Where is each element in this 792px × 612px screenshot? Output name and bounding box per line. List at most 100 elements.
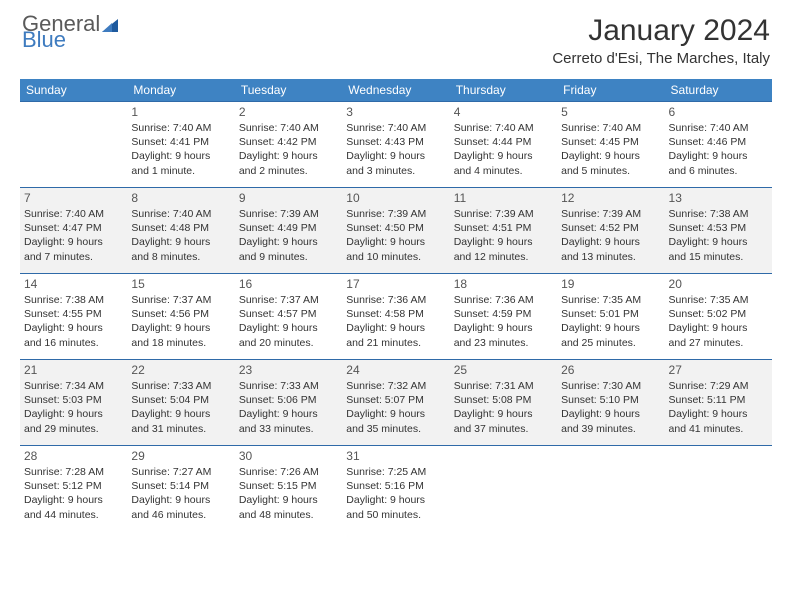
daylight-text-1: Daylight: 9 hours — [24, 321, 123, 335]
daylight-text-2: and 1 minute. — [131, 164, 230, 178]
daylight-text-2: and 44 minutes. — [24, 508, 123, 522]
daylight-text-2: and 33 minutes. — [239, 422, 338, 436]
calendar-day-cell: 30Sunrise: 7:26 AMSunset: 5:15 PMDayligh… — [235, 446, 342, 532]
sunset-text: Sunset: 4:43 PM — [346, 135, 445, 149]
day-number: 2 — [239, 105, 338, 119]
sunrise-text: Sunrise: 7:27 AM — [131, 465, 230, 479]
sunrise-text: Sunrise: 7:39 AM — [561, 207, 660, 221]
sunrise-text: Sunrise: 7:36 AM — [454, 293, 553, 307]
calendar-week-row: 21Sunrise: 7:34 AMSunset: 5:03 PMDayligh… — [20, 360, 772, 446]
daylight-text-1: Daylight: 9 hours — [454, 321, 553, 335]
daylight-text-1: Daylight: 9 hours — [454, 407, 553, 421]
calendar-day-cell: 3 Sunrise: 7:40 AMSunset: 4:43 PMDaylight… — [342, 102, 449, 188]
sunrise-text: Sunrise: 7:40 AM — [239, 121, 338, 135]
calendar-day-cell: 20Sunrise: 7:35 AMSunset: 5:02 PMDayligh… — [665, 274, 772, 360]
day-number: 24 — [346, 363, 445, 377]
daylight-text-2: and 18 minutes. — [131, 336, 230, 350]
calendar-day-cell: 17Sunrise: 7:36 AMSunset: 4:58 PMDayligh… — [342, 274, 449, 360]
sunset-text: Sunset: 4:47 PM — [24, 221, 123, 235]
daylight-text-1: Daylight: 9 hours — [669, 407, 768, 421]
daylight-text-1: Daylight: 9 hours — [131, 235, 230, 249]
day-number: 25 — [454, 363, 553, 377]
daylight-text-2: and 5 minutes. — [561, 164, 660, 178]
sunset-text: Sunset: 5:03 PM — [24, 393, 123, 407]
sunrise-text: Sunrise: 7:32 AM — [346, 379, 445, 393]
calendar-day-cell: 2Sunrise: 7:40 AMSunset: 4:42 PMDaylight… — [235, 102, 342, 188]
calendar-day-cell: 13Sunrise: 7:38 AMSunset: 4:53 PMDayligh… — [665, 188, 772, 274]
calendar-week-row: 1Sunrise: 7:40 AMSunset: 4:41 PMDaylight… — [20, 102, 772, 188]
calendar-day-cell: 18Sunrise: 7:36 AMSunset: 4:59 PMDayligh… — [450, 274, 557, 360]
daylight-text-1: Daylight: 9 hours — [239, 493, 338, 507]
day-number: 17 — [346, 277, 445, 291]
calendar-day-cell: 24 Sunrise: 7:32 AMSunset: 5:07 PMDayligh… — [342, 360, 449, 446]
sunset-text: Sunset: 4:59 PM — [454, 307, 553, 321]
calendar-day-cell: 11Sunrise: 7:39 AMSunset: 4:51 PMDayligh… — [450, 188, 557, 274]
day-number: 3 — [346, 105, 445, 119]
day-number: 5 — [561, 105, 660, 119]
daylight-text-1: Daylight: 9 hours — [561, 235, 660, 249]
daylight-text-2: and 48 minutes. — [239, 508, 338, 522]
daylight-text-2: and 20 minutes. — [239, 336, 338, 350]
day-number: 7 — [24, 191, 123, 205]
daylight-text-2: and 7 minutes. — [24, 250, 123, 264]
calendar-day-cell: 26Sunrise: 7:30 AMSunset: 5:10 PMDayligh… — [557, 360, 664, 446]
daylight-text-1: Daylight: 9 hours — [346, 149, 445, 163]
sunrise-text: Sunrise: 7:28 AM — [24, 465, 123, 479]
calendar-empty-cell — [450, 446, 557, 532]
daylight-text-1: Daylight: 9 hours — [454, 235, 553, 249]
sunrise-text: Sunrise: 7:31 AM — [454, 379, 553, 393]
sunrise-text: Sunrise: 7:30 AM — [561, 379, 660, 393]
daylight-text-1: Daylight: 9 hours — [346, 407, 445, 421]
day-number: 27 — [669, 363, 768, 377]
daylight-text-1: Daylight: 9 hours — [669, 235, 768, 249]
daylight-text-2: and 31 minutes. — [131, 422, 230, 436]
sunset-text: Sunset: 4:41 PM — [131, 135, 230, 149]
sunset-text: Sunset: 4:55 PM — [24, 307, 123, 321]
title-block: January 2024 Cerreto d'Esi, The Marches,… — [552, 14, 770, 67]
weekday-header: Friday — [557, 79, 664, 102]
daylight-text-1: Daylight: 9 hours — [131, 493, 230, 507]
calendar-day-cell: 7Sunrise: 7:40 AMSunset: 4:47 PMDaylight… — [20, 188, 127, 274]
sunrise-text: Sunrise: 7:37 AM — [131, 293, 230, 307]
weekday-header: Thursday — [450, 79, 557, 102]
calendar-day-cell: 10Sunrise: 7:39 AMSunset: 4:50 PMDayligh… — [342, 188, 449, 274]
calendar-day-cell: 16Sunrise: 7:37 AMSunset: 4:57 PMDayligh… — [235, 274, 342, 360]
calendar-day-cell: 15Sunrise: 7:37 AMSunset: 4:56 PMDayligh… — [127, 274, 234, 360]
calendar-empty-cell — [665, 446, 772, 532]
sunrise-text: Sunrise: 7:40 AM — [346, 121, 445, 135]
sunrise-text: Sunrise: 7:38 AM — [24, 293, 123, 307]
daylight-text-2: and 9 minutes. — [239, 250, 338, 264]
sunset-text: Sunset: 5:11 PM — [669, 393, 768, 407]
calendar-day-cell: 25Sunrise: 7:31 AMSunset: 5:08 PMDayligh… — [450, 360, 557, 446]
day-number: 12 — [561, 191, 660, 205]
daylight-text-1: Daylight: 9 hours — [239, 235, 338, 249]
daylight-text-1: Daylight: 9 hours — [239, 149, 338, 163]
day-number: 10 — [346, 191, 445, 205]
calendar-day-cell: 6Sunrise: 7:40 AMSunset: 4:46 PMDaylight… — [665, 102, 772, 188]
day-number: 26 — [561, 363, 660, 377]
day-number: 16 — [239, 277, 338, 291]
daylight-text-1: Daylight: 9 hours — [561, 407, 660, 421]
daylight-text-1: Daylight: 9 hours — [561, 149, 660, 163]
daylight-text-2: and 12 minutes. — [454, 250, 553, 264]
sunset-text: Sunset: 4:50 PM — [346, 221, 445, 235]
calendar-day-cell: 23Sunrise: 7:33 AMSunset: 5:06 PMDayligh… — [235, 360, 342, 446]
sunset-text: Sunset: 4:57 PM — [239, 307, 338, 321]
sunset-text: Sunset: 5:15 PM — [239, 479, 338, 493]
daylight-text-2: and 23 minutes. — [454, 336, 553, 350]
sunrise-text: Sunrise: 7:40 AM — [454, 121, 553, 135]
daylight-text-2: and 8 minutes. — [131, 250, 230, 264]
sunrise-text: Sunrise: 7:25 AM — [346, 465, 445, 479]
day-number: 20 — [669, 277, 768, 291]
sunrise-text: Sunrise: 7:40 AM — [24, 207, 123, 221]
weekday-header: Sunday — [20, 79, 127, 102]
sunset-text: Sunset: 4:53 PM — [669, 221, 768, 235]
calendar-empty-cell — [20, 102, 127, 188]
daylight-text-2: and 39 minutes. — [561, 422, 660, 436]
daylight-text-1: Daylight: 9 hours — [561, 321, 660, 335]
day-number: 11 — [454, 191, 553, 205]
daylight-text-2: and 35 minutes. — [346, 422, 445, 436]
daylight-text-2: and 13 minutes. — [561, 250, 660, 264]
sunset-text: Sunset: 4:51 PM — [454, 221, 553, 235]
sunset-text: Sunset: 5:07 PM — [346, 393, 445, 407]
